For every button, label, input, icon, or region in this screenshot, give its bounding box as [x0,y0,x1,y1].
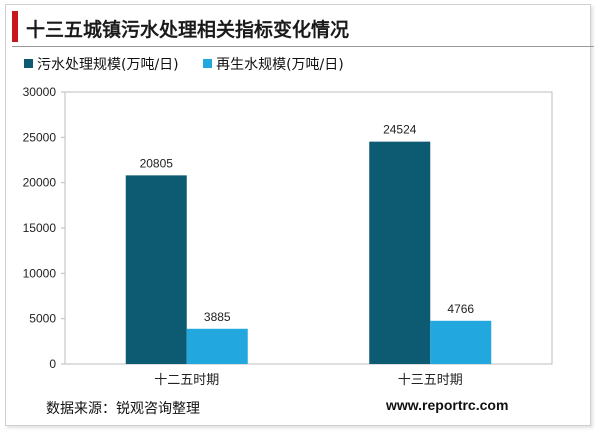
title-divider [12,46,594,47]
legend-item-series-1: 污水处理规模(万吨/日) [24,54,179,74]
legend-swatch-series-2 [203,59,213,68]
legend-swatch-series-1 [24,59,33,68]
bar-series-2-2 [430,320,492,364]
data-label: 3885 [204,310,231,324]
y-tick-label: 20000 [23,176,57,190]
source-note: 数据来源：锐观咨询整理 [46,401,200,417]
y-tick-label: 10000 [23,266,57,280]
legend-label-series-1: 污水处理规模(万吨/日) [37,57,179,73]
bar-series-2-1 [186,328,248,364]
y-tick-label: 5000 [29,312,56,326]
legend-label-series-2: 再生水规模(万吨/日) [216,57,344,73]
y-tick-label: 25000 [23,130,57,144]
legend: 污水处理规模(万吨/日) 再生水规模(万吨/日) [24,54,364,74]
data-label: 24524 [383,123,417,137]
bar-series-1-1 [125,175,187,364]
data-label: 4766 [447,302,474,316]
y-tick-label: 0 [49,357,56,371]
chart-title: 十三五城镇污水处理相关指标变化情况 [26,19,350,41]
website-label: www.reportrc.com [386,397,509,413]
y-tick-label: 30000 [23,85,57,99]
x-category-label: 十二五时期 [154,373,219,388]
y-tick-label: 15000 [23,221,57,235]
chart-card: 十三五城镇污水处理相关指标变化情况 [5,4,594,426]
title-accent-bar [12,11,18,42]
legend-item-series-2: 再生水规模(万吨/日) [203,54,344,74]
bar-series-1-2 [369,141,431,364]
data-label: 20805 [140,156,174,170]
x-category-label: 十三五时期 [398,373,463,388]
